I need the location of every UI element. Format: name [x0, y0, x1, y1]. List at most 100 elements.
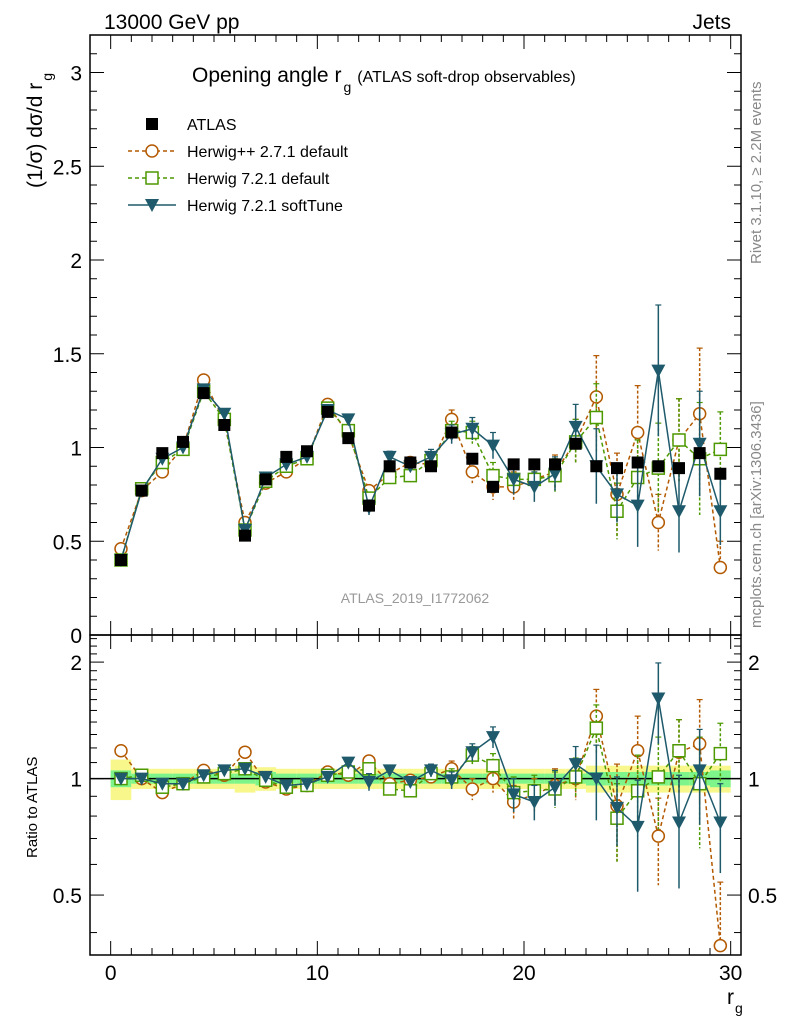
ylabel-ratio: Ratio to ATLAS [24, 757, 41, 858]
herwig721-ratio-point [382, 782, 397, 796]
softtune-main-point [692, 437, 707, 451]
atlas-main-point [156, 447, 169, 460]
y-tick-label: 1.5 [53, 344, 82, 367]
herwig721-ratio-point [362, 762, 376, 776]
atlas-main-point [673, 462, 685, 475]
herwig721-ratio-point [651, 770, 666, 784]
herwigpp-ratio-line [120, 713, 722, 946]
header-right: Jets [692, 11, 731, 34]
softtune-ratio-point [382, 764, 397, 778]
softtune-ratio-point [134, 772, 149, 786]
analysis-watermark: ATLAS_2019_I1772062 [341, 590, 490, 606]
softtune-ratio-point [444, 774, 459, 788]
softtune-ratio-point [424, 764, 438, 778]
chart-title: Opening angle r g(ATLAS soft-drop observa… [192, 64, 576, 95]
atlas-main-point [714, 467, 727, 480]
y-tick-label: 2 [70, 250, 82, 273]
ratio-y-tick-label: 0.5 [53, 885, 82, 908]
softtune-ratio-point [114, 772, 128, 786]
softtune-main-point [630, 499, 645, 513]
herwig721-main-point [486, 468, 500, 483]
atlas-main-point [404, 456, 417, 469]
herwig721-ratio-point [713, 746, 728, 761]
y-tick-label: 0 [70, 625, 82, 648]
herwig721-ratio-point [589, 721, 604, 735]
softtune-main-point [672, 505, 686, 519]
atlas-main-point [693, 447, 706, 460]
herwigpp-ratio-point [651, 829, 666, 843]
herwigpp-main-point [630, 425, 645, 440]
atlas-main-point [445, 426, 458, 439]
herwig721-ratio-point [672, 744, 686, 758]
softtune-ratio-point [506, 788, 521, 802]
herwigpp-main-point [651, 515, 666, 530]
atlas-main-point [363, 499, 375, 512]
softtune-ratio-point [341, 756, 356, 770]
softtune-ratio-point [238, 762, 252, 776]
herwigpp-main-line [120, 377, 722, 568]
y-tick-label: 2.5 [53, 156, 82, 179]
atlas-main-point [549, 458, 561, 471]
softtune-main-point [341, 413, 356, 427]
softtune-ratio-point [279, 779, 294, 793]
softtune-ratio-point [692, 764, 707, 778]
atlas-main-point [135, 484, 148, 497]
softtune-ratio-point [651, 692, 666, 706]
herwig721-main-point [713, 442, 728, 457]
softtune-main-point [651, 364, 666, 378]
softtune-ratio-point [155, 777, 170, 791]
herwigpp-ratio-point [713, 938, 728, 953]
y-tick-label: 0.5 [53, 531, 82, 554]
softtune-ratio-point [548, 781, 562, 795]
herwig721-ratio-point [486, 758, 500, 773]
softtune-main-point [527, 480, 542, 494]
ratio-panel-frame [89, 634, 742, 956]
softtune-ratio-point [610, 801, 624, 815]
atlas-main-point [342, 432, 355, 445]
softtune-ratio-line [121, 698, 722, 829]
atlas-main-point [652, 460, 665, 473]
herwigpp-ratio-point [486, 771, 500, 786]
softtune-ratio-point [196, 769, 211, 783]
ratio-y-tick-label: 2 [70, 652, 82, 675]
atlas-main-point [383, 460, 396, 473]
legend-marker [145, 199, 159, 212]
herwig721-main-point [672, 433, 686, 447]
legend-label: ATLAS [187, 117, 237, 134]
legend-label: Herwig 7.2.1 softTune [187, 198, 343, 215]
softtune-ratio-point [465, 746, 480, 760]
atlas-main-point [321, 405, 334, 418]
legend-label: Herwig++ 2.7.1 default [187, 144, 349, 161]
mcplots-source-label: mcplots.cern.ch [arXiv:1306.3436] [748, 401, 765, 628]
ratio-panel-marks [114, 662, 728, 953]
herwig721-main-line [120, 389, 721, 561]
softtune-ratio-point [568, 758, 583, 772]
softtune-main-point [568, 420, 583, 434]
axes: 0 10 20 30 0 0.5 1 1.5 2 2.5 3 0.5 0.5 1 1 2 2 [53, 34, 777, 985]
herwigpp-ratio-point [114, 744, 128, 758]
atlas-main-point [280, 450, 293, 463]
atlas-main-point [259, 473, 272, 486]
ratio-y-tick-label: 1 [70, 769, 82, 792]
rivet-version-label: Rivet 3.1.10, ≥ 2.2M events [748, 82, 765, 265]
xlabel: rg [727, 986, 743, 1016]
softtune-main-point [610, 488, 624, 502]
atlas-main-point [611, 462, 623, 475]
atlas-main-point [466, 452, 479, 465]
herwigpp-ratio-point [238, 745, 252, 759]
atlas-main-point [115, 554, 127, 566]
legend-marker [146, 118, 158, 130]
softtune-ratio-point [176, 777, 190, 791]
ratio-y-tick-label-right: 1 [748, 769, 760, 792]
herwig721-main-point [589, 410, 604, 425]
ratio-y-tick-label-right: 2 [748, 652, 760, 675]
softtune-ratio-point [300, 777, 314, 791]
herwigpp-main-point [465, 465, 480, 479]
softtune-main-line [120, 370, 722, 561]
softtune-main-point [548, 467, 562, 481]
x-tick-label: 0 [105, 962, 117, 985]
atlas-main-point [487, 480, 499, 493]
header-left: 13000 GeV pp [104, 11, 239, 34]
softtune-ratio-point [217, 764, 232, 778]
